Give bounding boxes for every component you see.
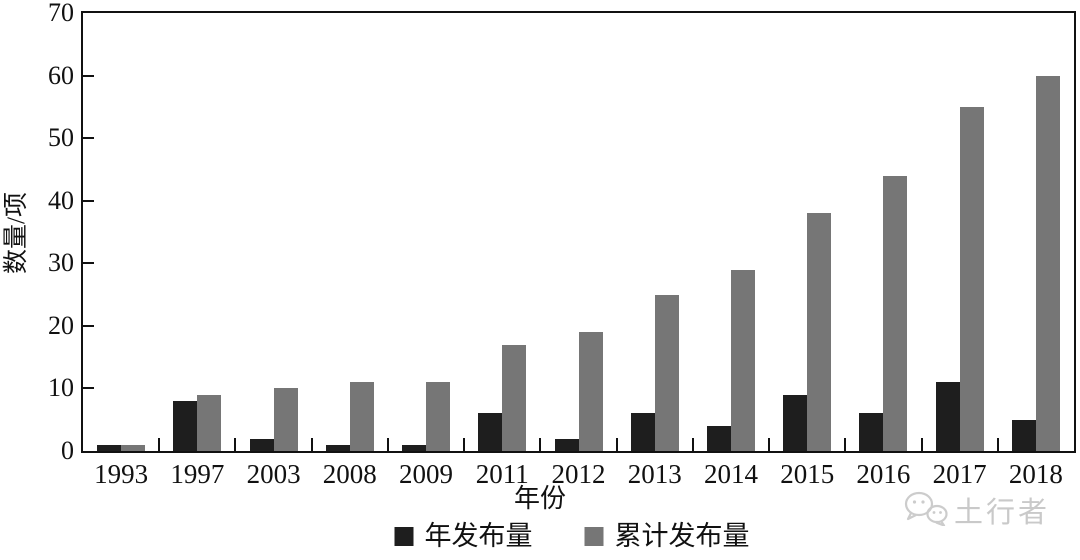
wechat-icon	[903, 490, 949, 531]
x-tick-mark	[691, 438, 694, 451]
y-tick-mark	[83, 262, 94, 265]
x-tick-mark	[768, 438, 771, 451]
x-tick-label-2015: 2015	[780, 459, 835, 489]
watermark: 土行者	[903, 489, 1050, 531]
y-tick-label: 30	[48, 248, 74, 278]
x-tick-label-2014: 2014	[703, 459, 758, 489]
bar-annual-2013	[630, 413, 655, 451]
bar-cumulative-2009	[426, 382, 451, 451]
bar-cumulative-1997	[197, 394, 222, 451]
bar-cumulative-2014	[730, 269, 755, 451]
x-tick-label-2016: 2016	[856, 459, 911, 489]
bar-annual-2017	[935, 382, 960, 451]
bar-cumulative-1993	[121, 444, 146, 451]
legend-label-annual: 年发布量	[424, 521, 533, 551]
y-tick-label: 60	[48, 60, 74, 90]
y-tick-label: 0	[61, 436, 74, 465]
x-tick-mark	[996, 438, 999, 451]
x-tick-label-2012: 2012	[551, 459, 606, 489]
watermark-text: 土行者	[954, 497, 1051, 529]
x-tick-mark	[920, 438, 923, 451]
x-tick-label-1993: 1993	[94, 459, 149, 489]
bar-annual-2008	[325, 444, 350, 451]
bar-cumulative-2008	[349, 382, 374, 451]
x-tick-label-2018: 2018	[1008, 459, 1063, 489]
bar-cumulative-2015	[807, 213, 832, 451]
x-tick-mark	[158, 438, 161, 451]
y-tick-label: 10	[48, 373, 74, 403]
x-tick-label-2013: 2013	[627, 459, 682, 489]
x-tick-mark	[844, 438, 847, 451]
bar-annual-2015	[783, 394, 808, 451]
bar-annual-1997	[173, 400, 198, 451]
bar-annual-2003	[249, 438, 274, 451]
x-axis-title: 年份	[513, 484, 566, 513]
bar-cumulative-2016	[883, 175, 908, 451]
y-tick-label: 70	[48, 0, 74, 27]
y-tick-mark	[83, 324, 94, 327]
bar-cumulative-2012	[578, 332, 603, 451]
x-tick-mark	[463, 438, 466, 451]
y-tick-label: 20	[48, 310, 74, 340]
bar-cumulative-2018	[1035, 75, 1060, 451]
y-tick-mark	[83, 199, 94, 202]
bar-cumulative-2003	[273, 388, 298, 451]
x-tick-label-2017: 2017	[932, 459, 987, 489]
bar-cumulative-2011	[502, 344, 527, 451]
x-tick-label-2003: 2003	[246, 459, 301, 489]
legend-item-cumulative: 累计发布量	[584, 521, 750, 551]
legend-swatch-cumulative	[584, 527, 604, 546]
legend-swatch-annual	[394, 527, 414, 546]
y-tick-mark	[83, 137, 94, 140]
bar-cumulative-2017	[959, 106, 984, 451]
legend: 年发布量 累计发布量	[394, 521, 750, 551]
x-tick-mark	[234, 438, 237, 451]
y-tick-mark	[83, 387, 94, 390]
x-tick-label-2008: 2008	[322, 459, 377, 489]
bar-annual-2011	[478, 413, 503, 451]
bar-annual-2014	[706, 425, 731, 451]
bar-annual-2018	[1011, 419, 1036, 451]
x-tick-label-2011: 2011	[475, 459, 529, 489]
y-tick-label: 50	[48, 123, 74, 153]
x-tick-label-2009: 2009	[399, 459, 454, 489]
y-tick-mark	[83, 74, 94, 77]
bar-annual-2016	[859, 413, 884, 451]
legend-item-annual: 年发布量	[394, 521, 533, 551]
plot-area	[81, 11, 1076, 453]
x-tick-label-1997: 1997	[170, 459, 225, 489]
bar-cumulative-2013	[654, 294, 679, 451]
x-tick-mark	[615, 438, 618, 451]
bar-annual-2009	[402, 444, 427, 451]
bar-annual-2012	[554, 438, 579, 451]
bar-annual-1993	[97, 444, 122, 451]
y-tick-label: 40	[48, 185, 74, 215]
x-tick-mark	[386, 438, 389, 451]
x-tick-mark	[310, 438, 313, 451]
x-tick-mark	[539, 438, 542, 451]
legend-label-cumulative: 累计发布量	[614, 521, 750, 551]
